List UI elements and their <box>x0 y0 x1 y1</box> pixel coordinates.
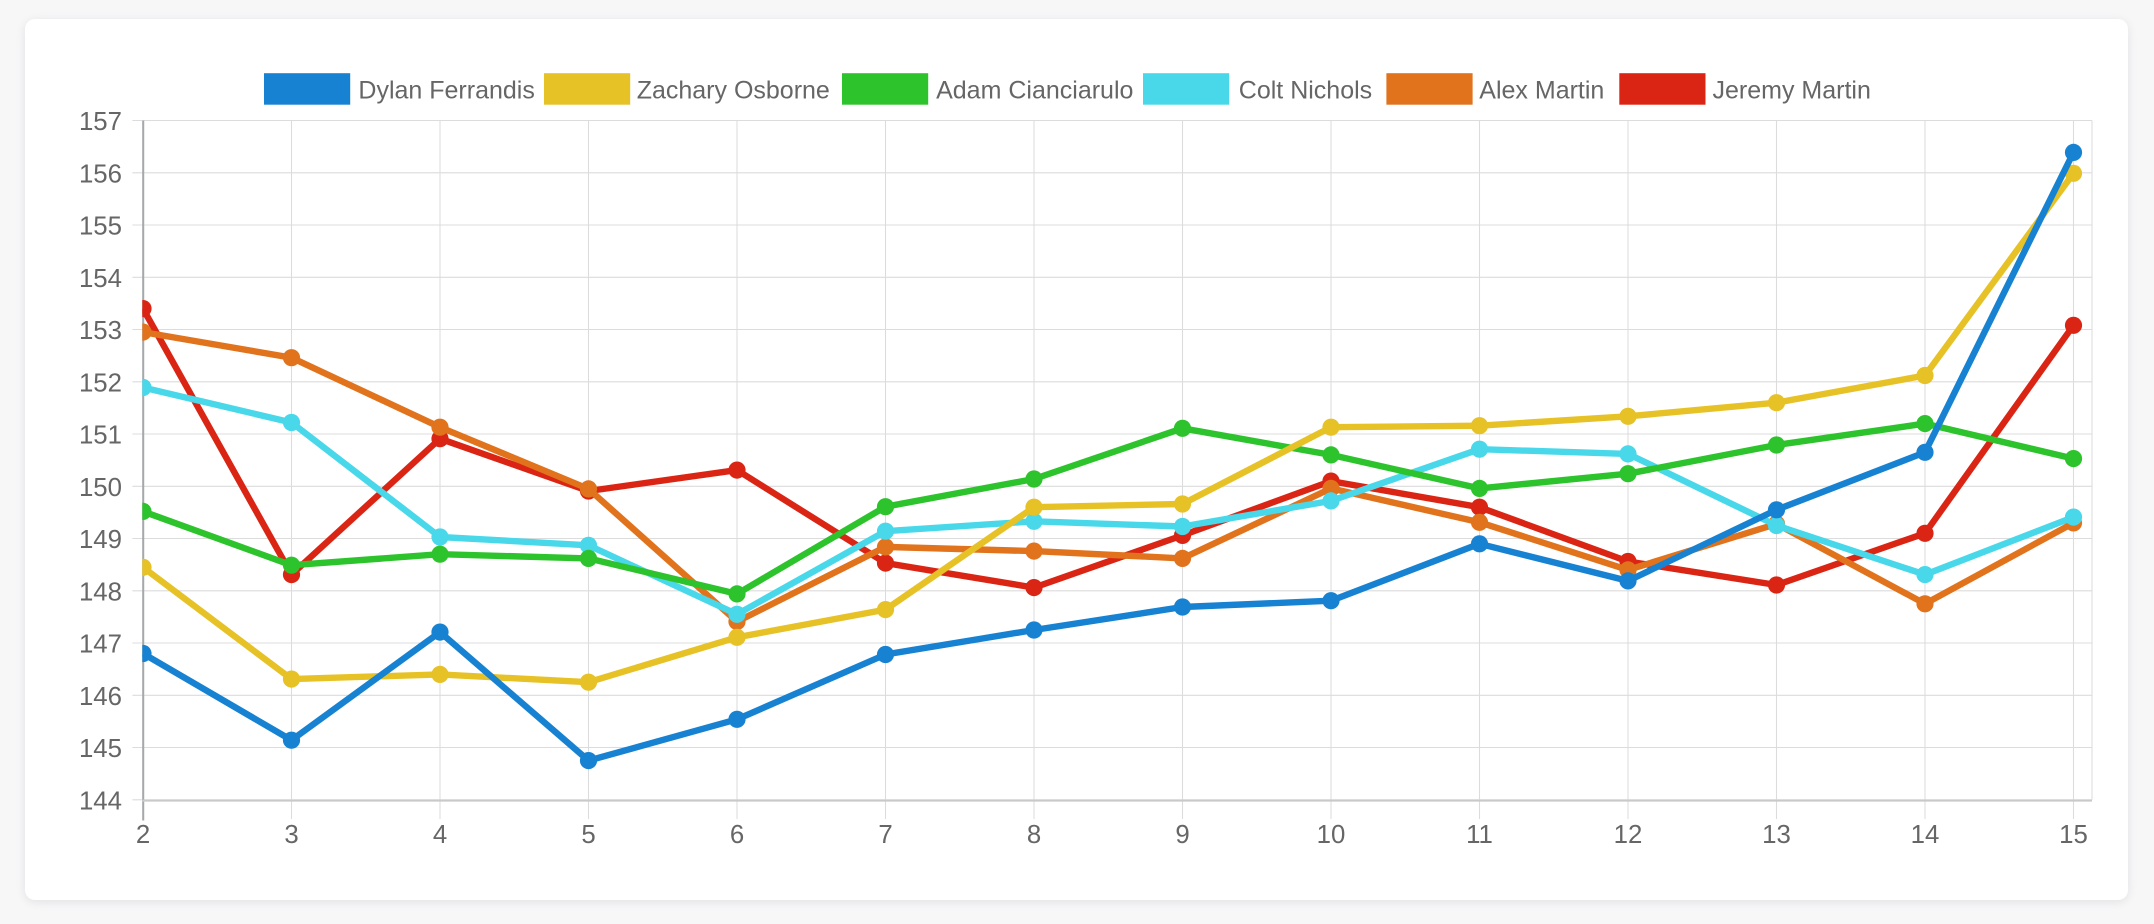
svg-text:3: 3 <box>284 821 298 849</box>
svg-text:11: 11 <box>1466 821 1493 849</box>
svg-text:152: 152 <box>79 369 122 397</box>
svg-text:146: 146 <box>79 683 122 711</box>
svg-text:150: 150 <box>79 474 122 502</box>
svg-text:147: 147 <box>79 631 122 659</box>
svg-text:9: 9 <box>1175 821 1189 849</box>
svg-text:Alex Martin: Alex Martin <box>1479 76 1604 104</box>
svg-text:12: 12 <box>1614 821 1643 849</box>
svg-text:151: 151 <box>79 422 122 450</box>
svg-text:155: 155 <box>79 213 122 241</box>
svg-text:157: 157 <box>79 108 122 136</box>
svg-text:Dylan Ferrandis: Dylan Ferrandis <box>358 76 534 104</box>
svg-text:10: 10 <box>1317 821 1346 849</box>
svg-text:4: 4 <box>433 821 447 849</box>
svg-text:145: 145 <box>79 735 122 763</box>
svg-text:144: 144 <box>79 787 122 815</box>
svg-text:Adam Cianciarulo: Adam Cianciarulo <box>936 76 1133 104</box>
svg-text:14: 14 <box>1911 821 1940 849</box>
svg-text:149: 149 <box>79 526 122 554</box>
svg-text:2: 2 <box>136 821 150 849</box>
svg-text:154: 154 <box>79 265 122 293</box>
svg-text:Colt Nichols: Colt Nichols <box>1239 76 1372 104</box>
svg-text:Zachary Osborne: Zachary Osborne <box>637 76 830 104</box>
svg-text:8: 8 <box>1027 821 1041 849</box>
svg-text:148: 148 <box>79 578 122 606</box>
svg-text:7: 7 <box>878 821 892 849</box>
svg-text:6: 6 <box>730 821 744 849</box>
svg-text:Jeremy Martin: Jeremy Martin <box>1713 76 1871 104</box>
svg-text:15: 15 <box>2059 821 2088 849</box>
svg-text:156: 156 <box>79 160 122 188</box>
svg-text:5: 5 <box>581 821 595 849</box>
svg-text:153: 153 <box>79 317 122 345</box>
svg-text:13: 13 <box>1762 821 1791 849</box>
